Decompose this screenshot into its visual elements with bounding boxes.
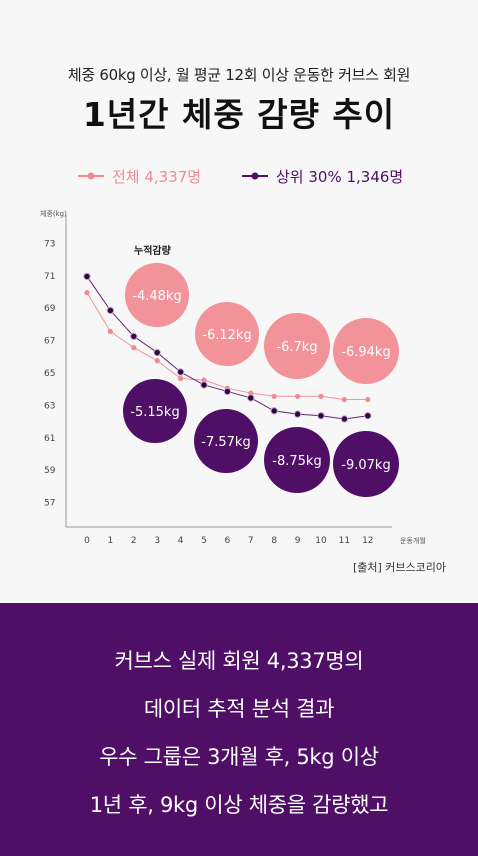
data-point-top30 xyxy=(293,410,302,418)
annotation-title: 누적감량 xyxy=(134,244,172,257)
data-point-top30 xyxy=(270,407,278,415)
data-point-top30 xyxy=(130,332,138,341)
summary-panel: 커브스 실제 회원 4,337명의 데이터 추적 분석 결과 우수 그룹은 3개… xyxy=(0,603,478,856)
chart-subtitle: 체중 60kg 이상, 월 평균 12회 이상 운동한 커브스 회원 xyxy=(67,66,411,84)
summary-line-4: 1년 후, 9kg 이상 체중을 감량했고 xyxy=(89,793,389,817)
data-point-all xyxy=(131,345,137,351)
x-tick-label: 12 xyxy=(362,536,373,546)
source-credit: [출처] 커브스코리아 xyxy=(352,561,446,574)
x-tick-label: 11 xyxy=(339,536,350,546)
bubble-top30-3m xyxy=(123,379,187,443)
bubble-all-12m xyxy=(333,318,399,384)
bubble-top30-12m xyxy=(333,431,399,497)
data-point-all xyxy=(271,393,277,399)
bubble-label-top30: -7.57kg xyxy=(201,435,250,450)
data-point-all xyxy=(178,375,184,382)
bubble-label-top30: -5.15kg xyxy=(130,405,179,420)
y-tick-label: 67 xyxy=(44,337,55,347)
bubble-all-9m xyxy=(264,313,330,379)
data-point-top30 xyxy=(364,412,372,420)
bubble-top30-6m xyxy=(194,409,258,473)
bubble-all-3m xyxy=(125,263,189,327)
data-point-all xyxy=(84,290,90,296)
bubble-top30-9m xyxy=(264,427,330,493)
x-tick-label: 0 xyxy=(84,536,90,546)
x-tick-label: 8 xyxy=(271,536,277,546)
data-point-all xyxy=(295,393,301,399)
bubble-label-all: -6.12kg xyxy=(202,328,251,343)
data-point-top30 xyxy=(106,306,115,315)
y-tick-label: 61 xyxy=(44,434,55,444)
chart-title: 1년간 체중 감량 추이 xyxy=(82,95,396,134)
x-tick-label: 6 xyxy=(225,536,231,546)
weight-loss-chart: 전체 4,337명 상위 30% 1,346명체중(kg)운동개월73716967… xyxy=(40,168,426,546)
bubble-label-top30: -9.07kg xyxy=(341,458,390,473)
x-tick-label: 3 xyxy=(154,536,160,546)
y-tick-label: 63 xyxy=(44,401,55,411)
legend-marker-all xyxy=(87,172,95,180)
x-tick-label: 7 xyxy=(248,536,254,546)
data-point-top30 xyxy=(200,381,208,389)
bubble-label-all: -4.48kg xyxy=(132,289,181,304)
y-tick-label: 59 xyxy=(44,466,56,476)
y-tick-label: 57 xyxy=(44,499,55,509)
bubble-label-top30: -8.75kg xyxy=(272,454,321,469)
legend-label-all: 전체 4,337명 xyxy=(112,168,201,186)
data-point-all xyxy=(201,377,207,383)
data-point-all xyxy=(248,390,254,396)
bubble-label-all: -6.7kg xyxy=(276,340,317,355)
x-tick-label: 4 xyxy=(178,536,184,546)
y-tick-label: 71 xyxy=(44,272,55,282)
summary-line-1: 커브스 실제 회원 4,337명의 xyxy=(114,649,364,673)
summary-line-3: 우수 그룹은 3개월 후, 5kg 이상 xyxy=(99,745,379,769)
y-tick-label: 73 xyxy=(44,239,55,249)
data-point-top30 xyxy=(247,394,255,402)
data-point-top30 xyxy=(340,415,349,423)
data-point-all xyxy=(318,393,324,399)
data-point-top30 xyxy=(176,368,185,376)
x-tick-label: 10 xyxy=(315,536,327,546)
data-point-all xyxy=(341,396,347,403)
data-point-all xyxy=(365,396,371,403)
data-point-top30 xyxy=(317,412,325,420)
y-tick-label: 65 xyxy=(44,369,55,379)
data-point-top30 xyxy=(153,348,161,357)
data-point-top30 xyxy=(223,387,232,396)
bubble-label-all: -6.94kg xyxy=(341,345,390,360)
x-tick-label: 2 xyxy=(131,536,137,546)
bubble-all-6m xyxy=(195,302,259,366)
legend-label-top30: 상위 30% 1,346명 xyxy=(276,168,403,186)
data-point-all xyxy=(107,328,113,335)
x-axis-label: 운동개월 xyxy=(400,536,426,545)
x-tick-label: 5 xyxy=(201,536,207,546)
x-tick-label: 9 xyxy=(295,536,301,546)
legend-marker-top30 xyxy=(251,172,259,180)
summary-line-2: 데이터 추적 분석 결과 xyxy=(143,697,335,721)
data-point-all xyxy=(154,358,160,364)
data-point-top30 xyxy=(83,272,91,281)
y-axis-label: 체중(kg) xyxy=(40,210,67,218)
y-tick-label: 69 xyxy=(44,304,56,314)
x-tick-label: 1 xyxy=(108,536,114,546)
